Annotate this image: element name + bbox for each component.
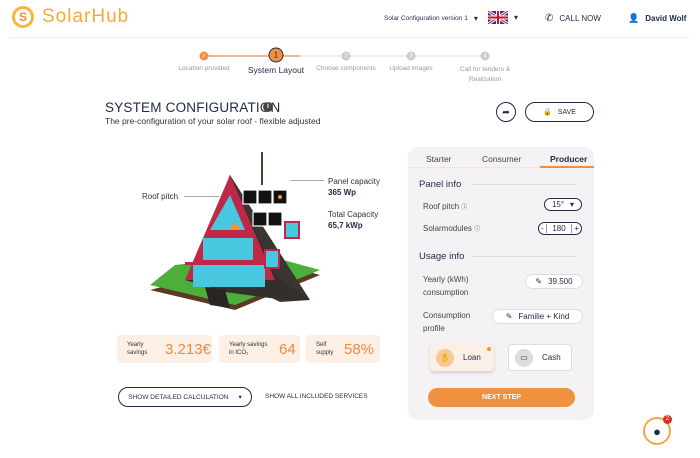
chevron-down-icon: ▾ (473, 14, 478, 23)
config-select[interactable]: Solar Configuration version 1 ▾ (384, 14, 478, 23)
step-dot-current[interactable]: 1 (268, 47, 284, 63)
page-subtitle: The pre-configuration of your solar roof… (105, 116, 321, 126)
panel-capacity-label: Panel capacity (328, 177, 381, 186)
language-select[interactable]: ▾ (488, 11, 518, 24)
cash-icon: ▭ (515, 348, 533, 367)
step-dot[interactable]: 4 (480, 51, 490, 61)
detailed-label: SHOW DETAILED CALCULATION (128, 393, 229, 401)
selected-indicator (487, 347, 491, 351)
usage-info-heading: Usage info (419, 251, 465, 262)
save-button[interactable]: 🔒 SAVE (525, 102, 594, 122)
next-step-button[interactable]: NEXT STEP (428, 388, 575, 407)
callout-line (184, 196, 219, 197)
increment-button[interactable]: + (574, 224, 579, 233)
loan-option[interactable]: ✋ Loan (430, 344, 494, 371)
page-title: SYSTEM CONFIGURATION (105, 100, 281, 115)
logo-text: SolarHub (42, 6, 130, 27)
save-label: SAVE (557, 108, 576, 116)
tab-consumer[interactable]: Consumer (482, 154, 522, 164)
stat-self-supply: Self supply 58% (306, 335, 380, 363)
loan-label: Loan (463, 353, 481, 362)
consumption-profile-input[interactable]: ✎ Familie + Kind (492, 309, 583, 324)
section-divider (472, 256, 576, 257)
user-name: David Wolf (645, 14, 687, 23)
stat-label: Yearly savings (127, 342, 148, 356)
roof-pitch-value: 15° (551, 200, 565, 209)
tab-starter[interactable]: Starter (426, 154, 452, 164)
stat-value: 58% (344, 340, 375, 358)
stat-value: 3.213€ (165, 340, 211, 358)
stat-label: Yearly savings in tCO₂ (229, 342, 268, 356)
step-label: Call for tenders & Realization (459, 66, 511, 83)
share-icon: ➦ (502, 107, 510, 117)
call-now-label: CALL NOW (559, 14, 601, 23)
cash-option[interactable]: ▭ Cash (508, 344, 572, 371)
consumption-profile-label: Consumption profile (423, 311, 471, 333)
info-icon: ⓘ (461, 205, 468, 211)
section-divider (472, 184, 576, 185)
phone-icon: ✆ (545, 13, 554, 24)
step-dot[interactable]: 2 (341, 51, 351, 61)
total-capacity-value: 65,7 kWp (328, 221, 363, 230)
user-icon: 👤 (628, 13, 640, 23)
roof-pitch-label: Roof pitch ⓘ (423, 202, 468, 211)
lock-icon: 🔒 (543, 109, 552, 116)
stepper-progress (204, 55, 300, 57)
uk-flag-icon (488, 11, 508, 24)
stat-label: Self supply (316, 342, 334, 356)
call-now-button[interactable]: ✆ CALL NOW (545, 13, 601, 24)
solarmodules-label: Solarmodules ⓘ (423, 224, 481, 233)
chevron-down-icon: ▾ (238, 394, 242, 401)
show-services-link[interactable]: SHOW ALL INCLUDED SERVICES (265, 393, 368, 400)
header-divider (10, 37, 690, 38)
callout-line (290, 180, 324, 181)
loan-icon: ✋ (436, 348, 454, 367)
yearly-consumption-input[interactable]: ✎ 39.500 (525, 274, 583, 289)
config-select-label: Solar Configuration version 1 (384, 15, 468, 22)
panel-capacity-callout: Panel capacity 365 Wp (328, 176, 380, 198)
step-label: Choose components (316, 65, 376, 72)
logo-icon: S (12, 6, 34, 28)
stat-yearly-savings: Yearly savings 3.213€ (117, 335, 212, 363)
yearly-consumption-label: Yearly (kWh) consumption (423, 275, 469, 297)
step-label-current: System Layout (247, 65, 305, 75)
info-icon[interactable]: i (263, 102, 273, 112)
step-dot[interactable]: 3 (406, 51, 416, 61)
step-label: Location provided (178, 65, 230, 72)
consumption-profile-value: Familie + Kind (518, 312, 570, 321)
support-chat-button[interactable]: ● (643, 417, 671, 445)
step-label: Upload images (389, 65, 433, 72)
info-icon: ⓘ (474, 227, 481, 233)
stat-value: 64 (279, 340, 296, 358)
configuration-panel: Starter Consumer Producer Panel info Roo… (408, 147, 594, 420)
roof-pitch-callout: Roof pitch (142, 192, 179, 201)
step-dot[interactable]: ✓ (199, 51, 209, 61)
yearly-consumption-value: 39.500 (548, 277, 573, 286)
pencil-icon: ✎ (535, 277, 543, 286)
house-illustration (150, 152, 320, 310)
chevron-down-icon: ▾ (570, 200, 575, 209)
tab-divider (408, 167, 594, 168)
stepper-track (300, 55, 485, 57)
stat-co2-savings: Yearly savings in tCO₂ 64 (219, 335, 300, 363)
pencil-icon: ✎ (505, 312, 513, 321)
decrement-button[interactable]: - (541, 224, 544, 233)
roof-pitch-select[interactable]: 15° ▾ (544, 198, 582, 211)
tab-producer[interactable]: Producer (550, 154, 588, 164)
support-agent-icon: ● (653, 423, 661, 439)
panel-capacity-value: 365 Wp (328, 188, 357, 197)
total-capacity-label: Total Capacity (328, 210, 379, 219)
solarmodules-stepper: -180 + (538, 222, 582, 235)
solarmodules-input[interactable]: 180 (546, 224, 572, 233)
show-detailed-calculation-button[interactable]: SHOW DETAILED CALCULATION ▾ (118, 387, 252, 407)
notification-badge: 2 (663, 415, 672, 424)
share-button[interactable]: ➦ (496, 102, 516, 122)
logo[interactable]: S SolarHub (12, 6, 129, 28)
user-menu[interactable]: 👤 David Wolf (628, 13, 686, 24)
panel-info-heading: Panel info (419, 179, 462, 190)
tab-active-indicator (540, 166, 594, 168)
cash-label: Cash (542, 353, 561, 362)
chevron-down-icon: ▾ (514, 13, 519, 22)
total-capacity-callout: Total Capacity 65,7 kWp (328, 209, 378, 231)
